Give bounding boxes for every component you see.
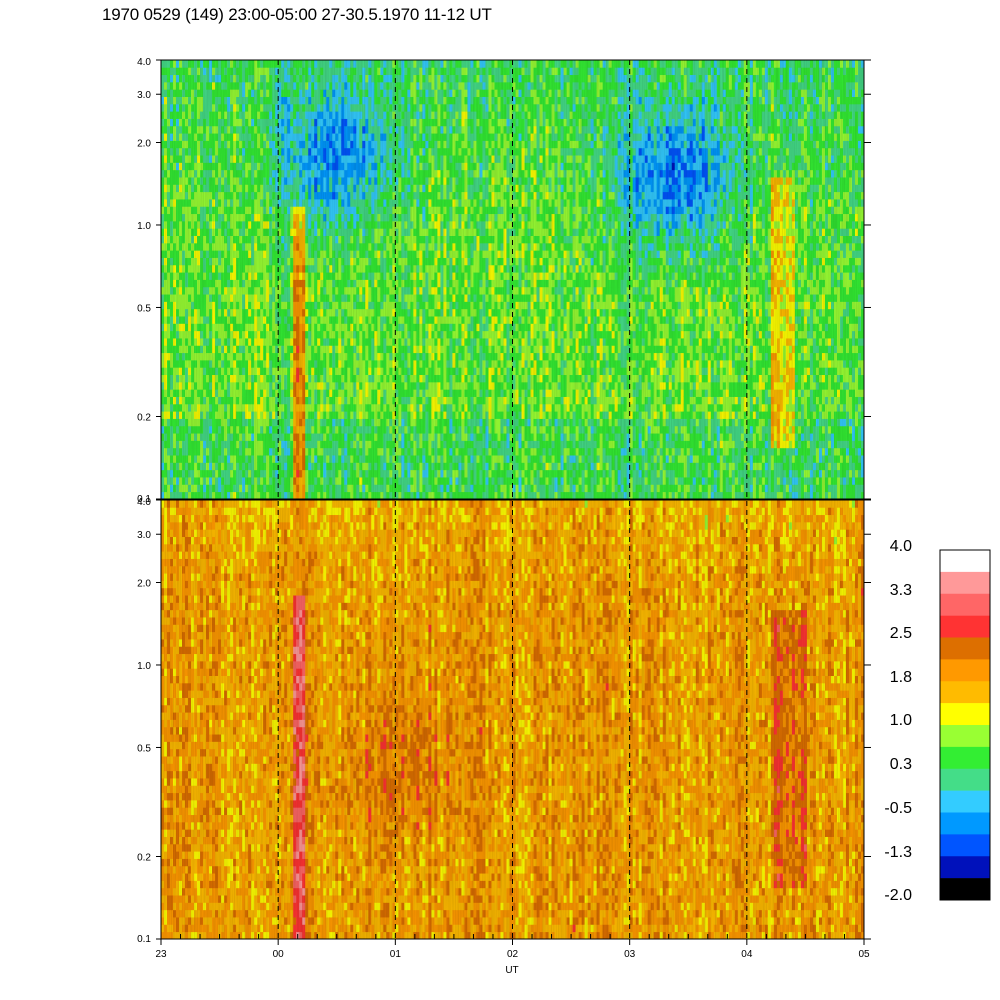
chart-title: 1970 0529 (149) 23:00-05:00 27-30.5.1970… <box>102 5 492 25</box>
